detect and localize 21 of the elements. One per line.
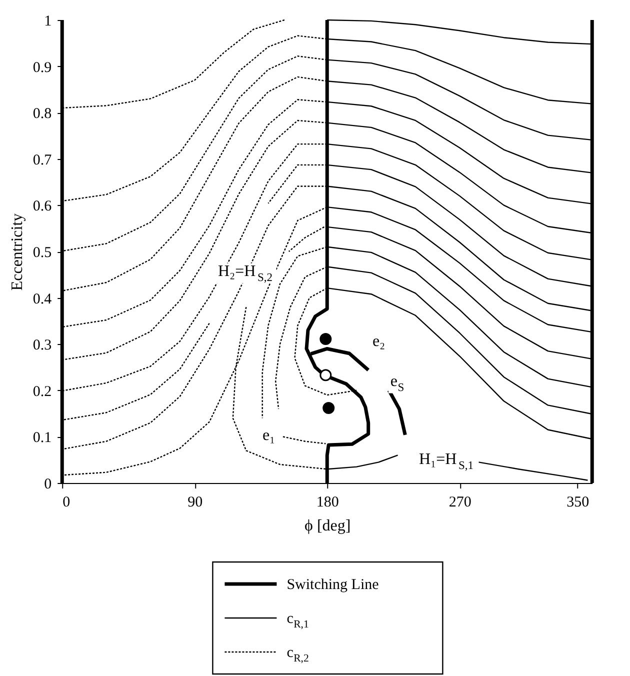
y-tick-label: 0.7 (32, 152, 52, 168)
y-tick-label: 0 (44, 476, 52, 492)
y-tick-label: 0.8 (32, 106, 52, 122)
x-tick-label: 90 (188, 494, 203, 510)
annotation: e₁ (262, 427, 276, 444)
y-axis-title: Eccentricity (8, 213, 26, 291)
x-axis-title: ϕ [deg] (304, 518, 351, 534)
y-tick-label: 0.2 (32, 384, 52, 400)
x-tick-label: 0 (62, 494, 70, 510)
y-tick-label: 0.1 (32, 430, 52, 446)
y-tick-label: 0.3 (32, 338, 52, 354)
x-tick-label: 180 (316, 494, 339, 510)
x-tick-label: 350 (566, 494, 590, 510)
y-tick-label: 0.4 (32, 291, 52, 308)
y-tick-label: 0.5 (32, 245, 52, 261)
y-tick-label: 0.9 (32, 60, 52, 76)
x-tick-label: 270 (448, 494, 472, 510)
y-tick-label: 0.6 (32, 198, 52, 215)
y-tick-label: 1 (44, 14, 52, 30)
legend-label: Switching Line (286, 577, 380, 593)
annotation: e₂ (372, 333, 386, 350)
